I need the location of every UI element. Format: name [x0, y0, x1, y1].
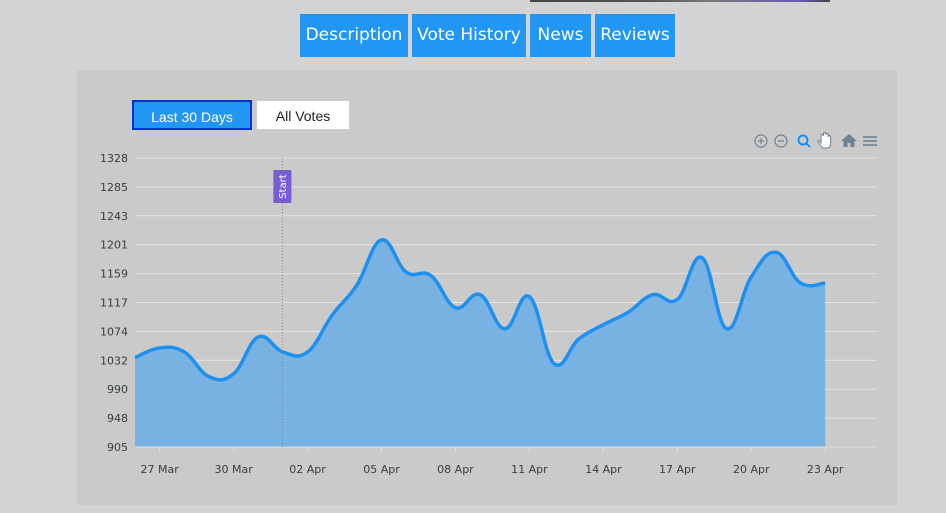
all-votes-button[interactable]: All Votes — [256, 100, 350, 130]
y-tick-label: 1285 — [100, 181, 128, 194]
y-tick-label: 1032 — [100, 354, 128, 367]
y-tick-label: 990 — [107, 383, 128, 396]
top-image-strip — [530, 0, 830, 2]
y-tick-label: 1201 — [100, 239, 128, 252]
y-tick-label: 1159 — [100, 268, 128, 281]
y-tick-label: 1117 — [100, 297, 128, 310]
tab-reviews[interactable]: Reviews — [595, 14, 675, 57]
y-tick-label: 1074 — [100, 325, 128, 338]
x-tick-label: 14 Apr — [585, 463, 622, 476]
x-tick-label: 30 Mar — [214, 463, 253, 476]
y-tick-label: 1243 — [100, 210, 128, 223]
x-tick-label: 02 Apr — [289, 463, 326, 476]
start-annotation-box — [273, 170, 292, 203]
x-tick-label: 17 Apr — [659, 463, 696, 476]
zoom-in-icon[interactable] — [754, 134, 768, 148]
y-tick-label: 905 — [107, 441, 128, 454]
menu-icon[interactable] — [863, 136, 877, 146]
chart-panel: Last 30 Days All Votes 1328 1285 1243 1201 1… — [77, 70, 897, 505]
reset-home-icon[interactable] — [841, 134, 857, 147]
y-tick-label: 948 — [107, 412, 128, 425]
x-tick-label: 08 Apr — [437, 463, 474, 476]
chart-series-line — [134, 238, 826, 382]
x-tick-label: 27 Mar — [141, 463, 180, 476]
tab-news[interactable]: News — [530, 14, 591, 57]
tab-description[interactable]: Description — [300, 14, 408, 57]
chart-area-fill — [135, 239, 826, 447]
x-tick-label: 20 Apr — [733, 463, 770, 476]
selection-zoom-icon[interactable] — [797, 134, 811, 148]
pan-hand-icon[interactable] — [817, 131, 832, 149]
vote-chart: 1328 1285 1243 1201 1159 1117 1074 1032 990 948 90… — [100, 131, 877, 476]
y-tick-label: 1328 — [100, 152, 128, 165]
x-tick-label: 23 Apr — [807, 463, 844, 476]
last-30-days-button[interactable]: Last 30 Days — [132, 100, 252, 130]
x-tick-label: 05 Apr — [363, 463, 400, 476]
tab-vote-history[interactable]: Vote History — [412, 14, 526, 57]
zoom-out-icon[interactable] — [774, 134, 788, 148]
start-annotation-label: Start — [278, 174, 289, 199]
x-tick-label: 11 Apr — [511, 463, 548, 476]
